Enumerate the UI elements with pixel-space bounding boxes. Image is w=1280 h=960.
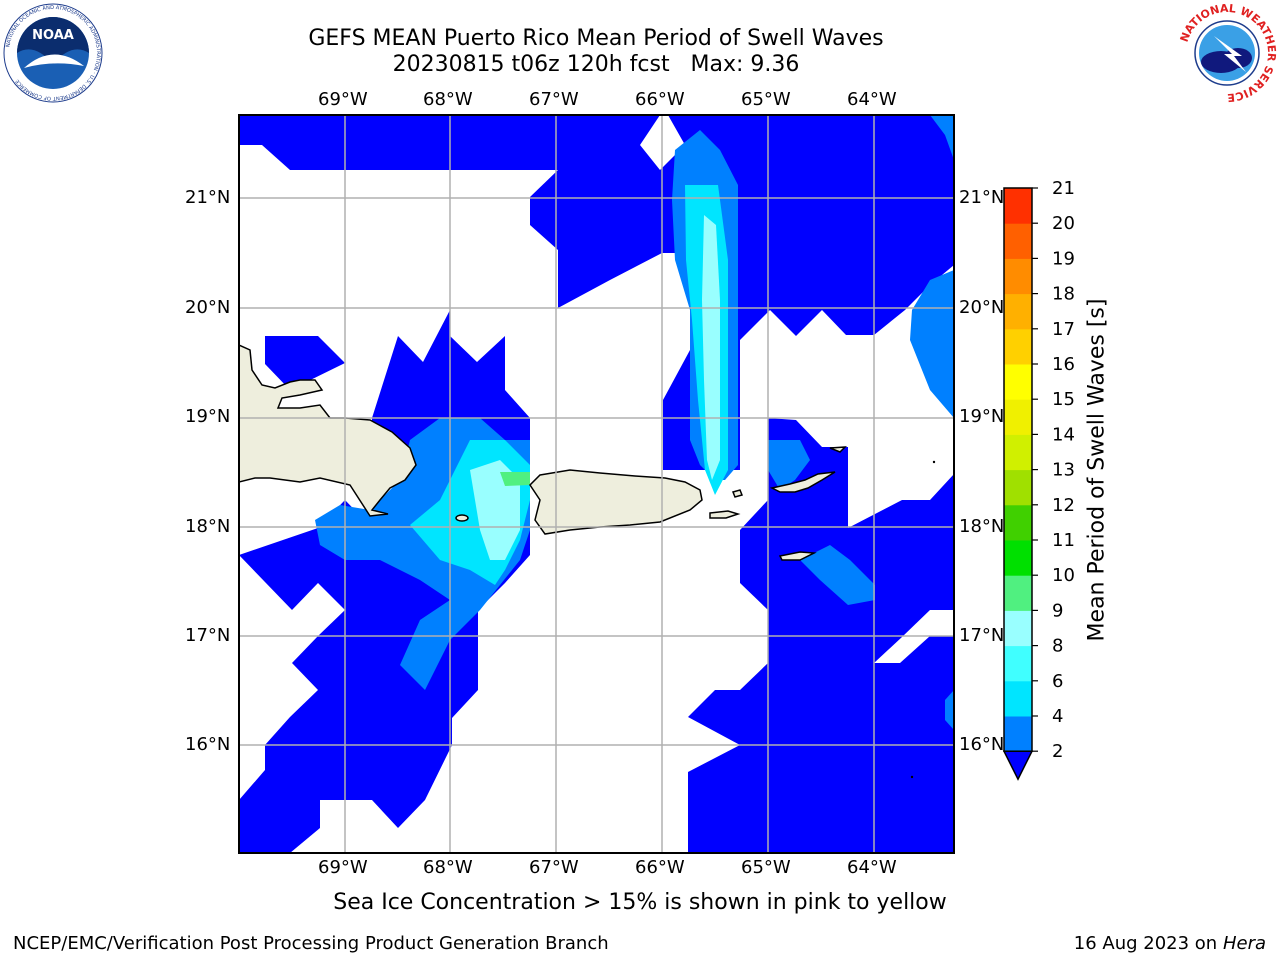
lat-tick-left-21: 21°N [185, 187, 231, 208]
lat-tick-left-18: 18°N [185, 516, 231, 537]
lon-tick-bottom-64: 64°W [847, 857, 897, 878]
footer-date: 16 Aug 2023 on Hera [1074, 933, 1266, 954]
colorbar-segment [1004, 504, 1032, 541]
land-masses [239, 344, 847, 561]
lon-tick-top-67: 67°W [529, 89, 579, 110]
colorbar-segment [1004, 610, 1032, 647]
lat-tick-right-21: 21°N [959, 187, 1005, 208]
st-croix [778, 551, 817, 561]
colorbar-segment [1004, 293, 1032, 330]
lon-tick-top-66: 66°W [635, 89, 685, 110]
mona-island [455, 514, 469, 522]
lat-tick-right-16: 16°N [959, 734, 1005, 755]
sea-ice-caption: Sea Ice Concentration > 15% is shown in … [333, 890, 947, 915]
colorbar-tick-label: 2 [1052, 741, 1063, 762]
lat-tick-right-20: 20°N [959, 297, 1005, 318]
lon-tick-top-68: 68°W [423, 89, 473, 110]
colorbar-segment [1004, 364, 1032, 400]
colorbar: 2 4 6 8 9 10 11 12 13 14 15 16 17 18 19 20 21 [1002, 180, 1075, 781]
colorbar-tick-label: 19 [1052, 248, 1075, 269]
hispaniola [239, 344, 417, 517]
colorbar-segment [1004, 575, 1032, 611]
title-line-1: GEFS MEAN Puerto Rico Mean Period of Swe… [308, 26, 884, 51]
colorbar-tick-label: 11 [1052, 530, 1075, 551]
colorbar-tick-label: 10 [1052, 565, 1075, 586]
lon-tick-bottom-68: 68°W [423, 857, 473, 878]
footer-date-text: 16 Aug 2023 on [1073, 933, 1218, 954]
colorbar-tick-label: 13 [1052, 460, 1075, 481]
lat-tick-left-20: 20°N [185, 297, 231, 318]
colorbar-tick-label: 15 [1052, 389, 1075, 410]
colorbar-tick-label: 6 [1052, 671, 1063, 692]
lon-tick-bottom-69: 69°W [318, 857, 368, 878]
lon-tick-bottom-65: 65°W [741, 857, 791, 878]
lat-tick-right-18: 18°N [959, 516, 1005, 537]
culebra [731, 489, 744, 498]
colorbar-segment [1004, 223, 1032, 259]
colorbar-title: Mean Period of Swell Waves [s] [1084, 298, 1110, 642]
colorbar-tick-label: 9 [1052, 600, 1063, 621]
colorbar-segment [1004, 645, 1032, 682]
colorbar-tick-label: 16 [1052, 354, 1075, 375]
lon-tick-bottom-66: 66°W [635, 857, 685, 878]
colorbar-segment [1004, 680, 1032, 717]
colorbar-segment [1004, 540, 1032, 576]
colorbar-segment [1004, 716, 1032, 752]
colorbar-segment [1004, 188, 1032, 224]
lat-tick-left-19: 19°N [185, 406, 231, 427]
colorbar-segment [1004, 434, 1032, 471]
noaa-wordmark: NOAA [32, 28, 74, 43]
virgin-islands [769, 471, 836, 493]
nws-logo: NATIONAL WEATHER SERVICE [1178, 2, 1278, 104]
colorbar-segment [1004, 399, 1032, 435]
footer-machine: Hera [1222, 933, 1266, 954]
colorbar-tick-label: 21 [1052, 180, 1075, 199]
colorbar-segment [1004, 258, 1032, 295]
lon-tick-bottom-67: 67°W [529, 857, 579, 878]
colorbar-tick-label: 20 [1052, 213, 1075, 234]
colorbar-tick-label: 17 [1052, 319, 1075, 340]
lat-tick-right-19: 19°N [959, 406, 1005, 427]
swell-band-9-10 [500, 472, 530, 486]
lat-tick-left-17: 17°N [185, 625, 231, 646]
colorbar-segment [1004, 328, 1032, 365]
colorbar-tick-label: 12 [1052, 495, 1075, 516]
colorbar-extend-arrow [1002, 750, 1034, 781]
colorbar-tick-label: 4 [1052, 706, 1063, 727]
lat-tick-left-16: 16°N [185, 734, 231, 755]
lon-tick-top-65: 65°W [741, 89, 791, 110]
colorbar-tick-label: 8 [1052, 636, 1063, 657]
map-frame [238, 114, 955, 854]
anguilla [829, 446, 847, 453]
chart-title: GEFS MEAN Puerto Rico Mean Period of Swe… [146, 26, 1046, 78]
title-line-2: 20230815 t06z 120h fcst Max: 9.36 [392, 52, 800, 77]
colorbar-segment [1004, 469, 1032, 506]
colorbar-tick-label: 18 [1052, 284, 1075, 305]
lon-tick-top-69: 69°W [318, 89, 368, 110]
puerto-rico [529, 469, 703, 535]
lat-tick-right-17: 17°N [959, 625, 1005, 646]
vieques [709, 510, 741, 519]
gridlines [239, 115, 954, 853]
lon-tick-top-64: 64°W [847, 89, 897, 110]
footer-branch: NCEP/EMC/Verification Post Processing Pr… [13, 933, 609, 954]
colorbar-tick-label: 14 [1052, 424, 1075, 445]
noaa-logo: NOAA NATIONAL OCEANIC AND ATMOSPHERIC AD… [3, 3, 103, 103]
